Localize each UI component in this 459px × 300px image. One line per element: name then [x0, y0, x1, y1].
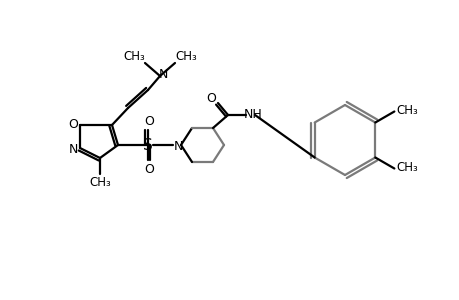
- Text: N: N: [173, 140, 182, 152]
- Text: CH₃: CH₃: [89, 176, 111, 188]
- Text: N: N: [68, 142, 78, 155]
- Text: O: O: [68, 118, 78, 130]
- Text: CH₃: CH₃: [175, 50, 196, 62]
- Text: CH₃: CH₃: [396, 161, 417, 174]
- Text: CH₃: CH₃: [123, 50, 145, 62]
- Text: S: S: [143, 137, 152, 152]
- Text: O: O: [206, 92, 215, 104]
- Text: CH₃: CH₃: [396, 104, 417, 117]
- Text: NH: NH: [243, 107, 262, 121]
- Text: O: O: [144, 115, 154, 128]
- Text: N: N: [158, 68, 168, 80]
- Text: O: O: [144, 163, 154, 176]
